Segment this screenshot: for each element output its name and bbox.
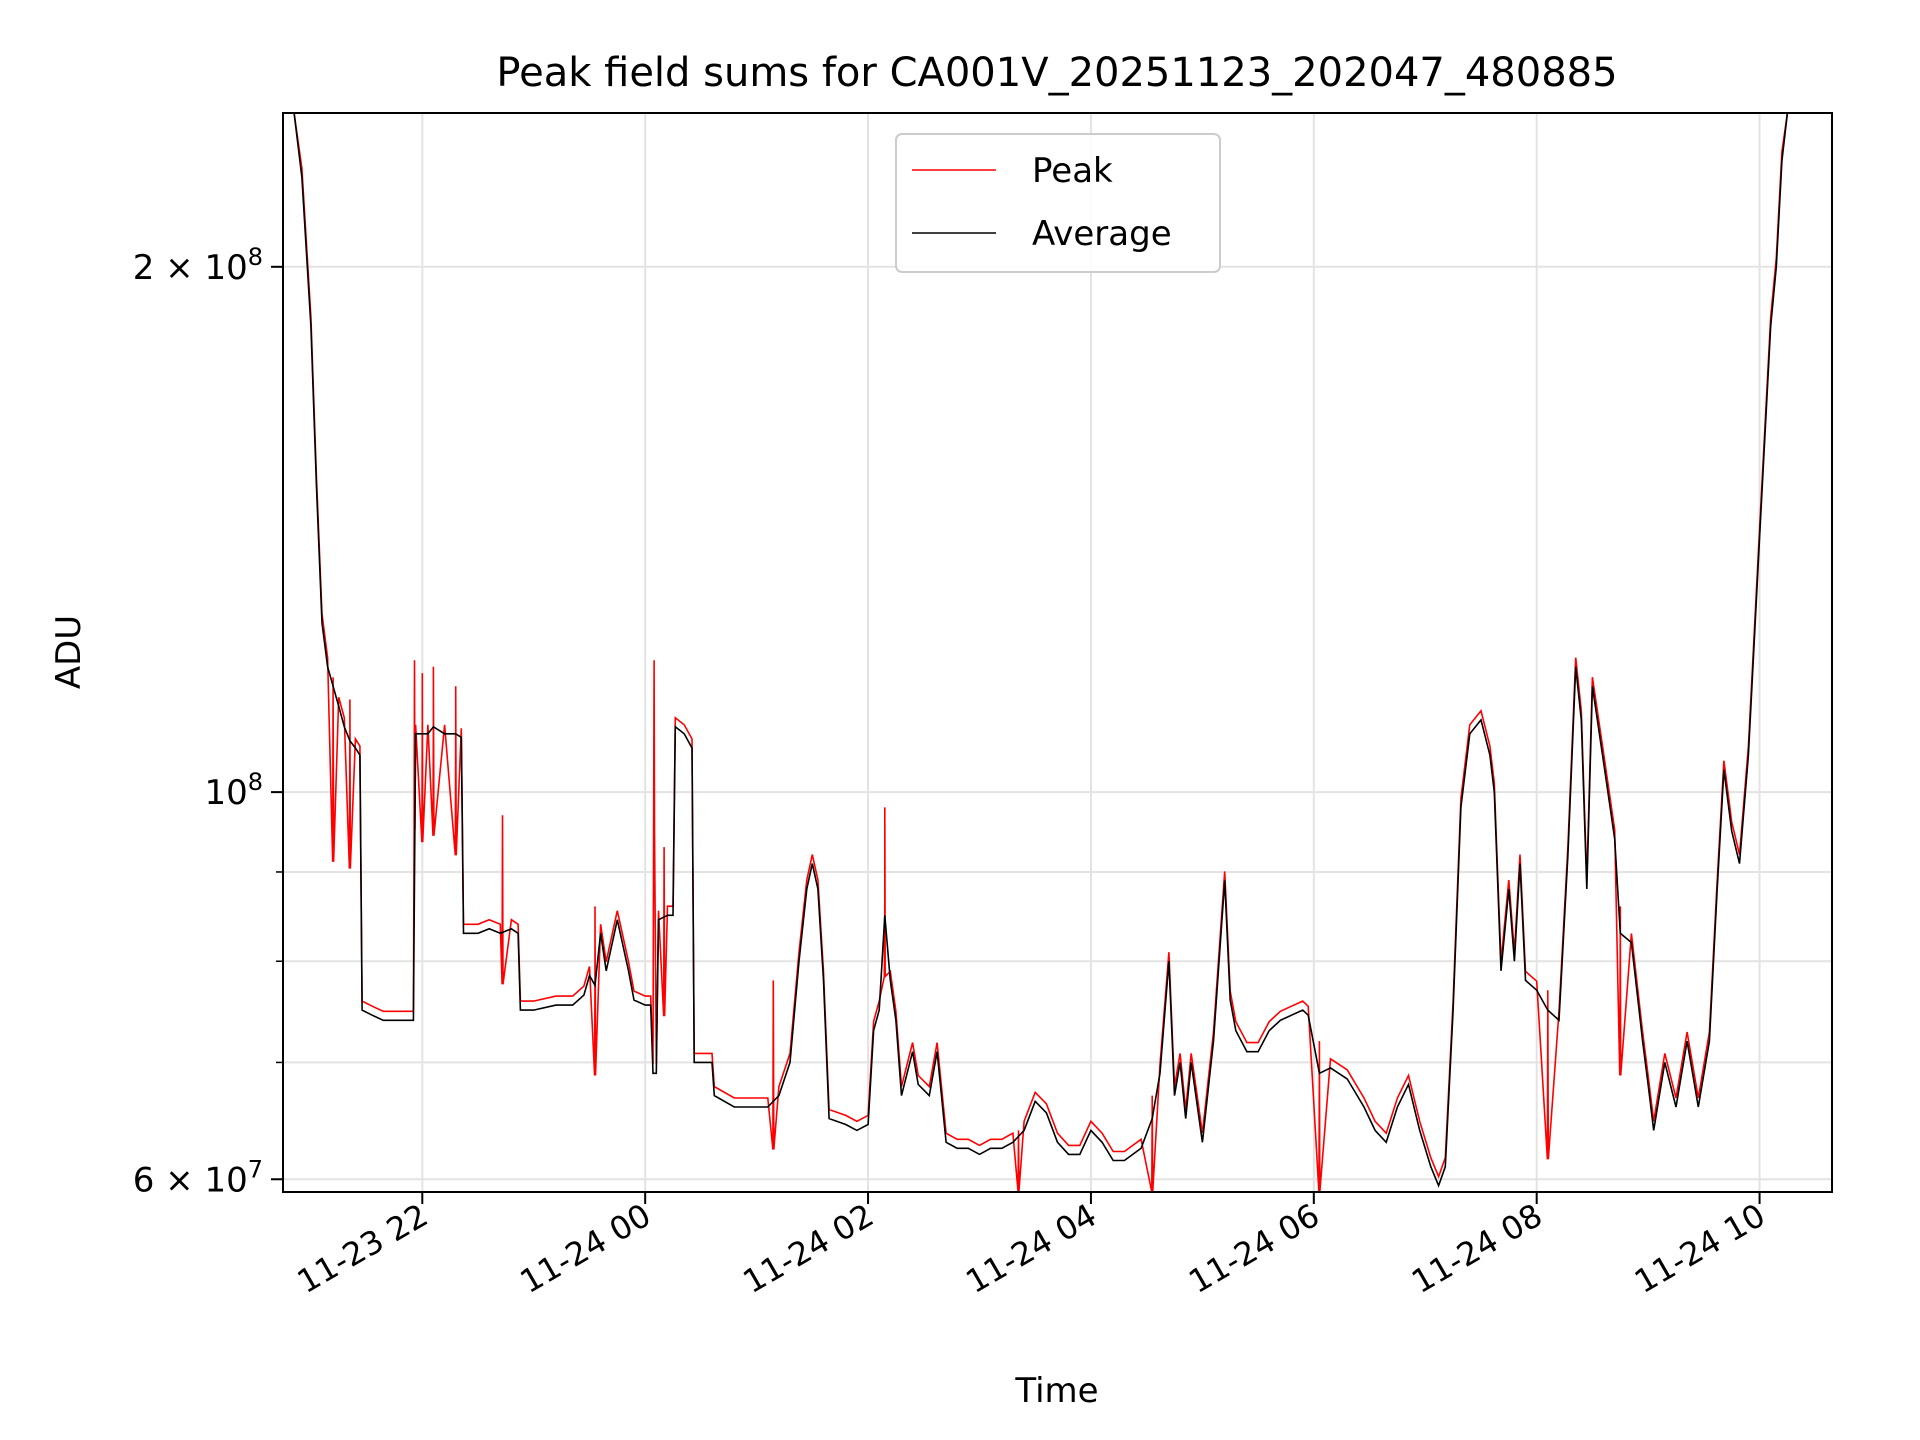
legend: Peak Average	[895, 133, 1221, 273]
y-tick-label: 6 × 107	[133, 1155, 263, 1200]
legend-peak-label: Peak	[1032, 151, 1113, 191]
legend-box	[895, 133, 1221, 273]
grid	[283, 113, 1832, 1192]
series-layer	[293, 112, 1789, 1193]
x-axis-label: Time	[1014, 1371, 1098, 1411]
chart-title: Peak field sums for CA001V_20251123_2020…	[496, 50, 1617, 96]
y-tick-label: 108	[204, 768, 263, 813]
average-series-line	[293, 112, 1789, 1188]
plot-frame	[282, 112, 1833, 1193]
y-tick-label: 2 × 108	[133, 243, 263, 288]
y-axis-label: ADU	[49, 615, 89, 689]
y-axis: 6 × 107 108 2 × 108	[133, 243, 283, 1200]
legend-average-label: Average	[1032, 214, 1172, 254]
